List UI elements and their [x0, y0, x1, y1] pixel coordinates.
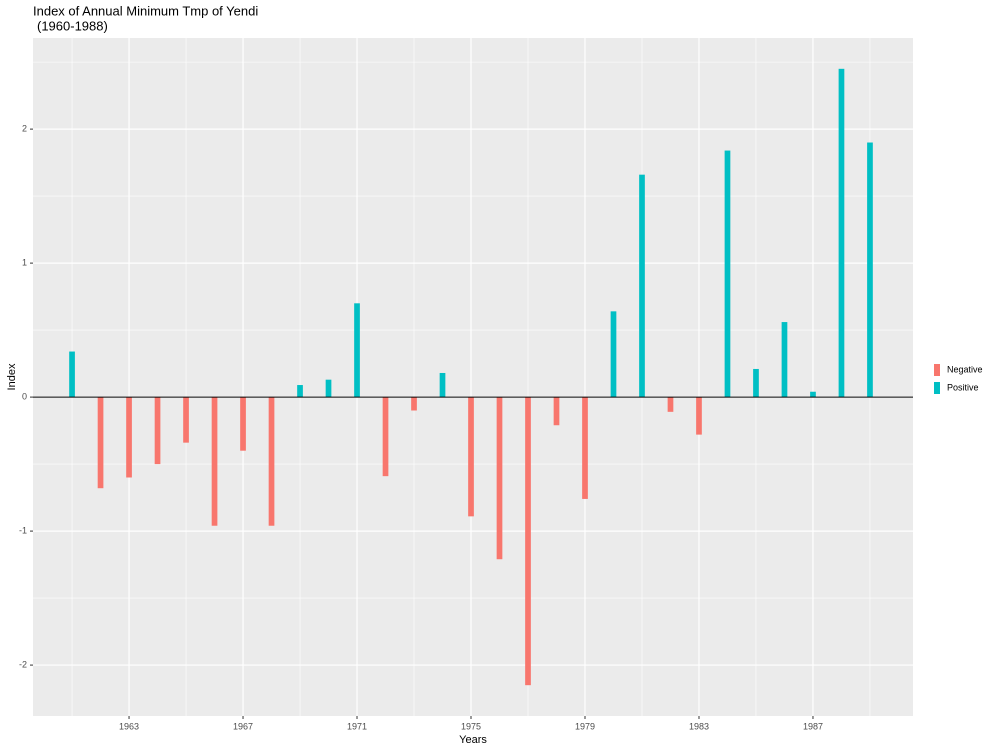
legend-label: Negative [947, 364, 983, 374]
y-tick-label: -1 [19, 525, 27, 535]
bar [639, 174, 645, 398]
bar [439, 372, 446, 398]
x-tick-label: 1987 [803, 721, 823, 731]
y-axis-title: Index [6, 363, 18, 390]
legend-label: Positive [947, 382, 979, 392]
y-tick-label: 1 [22, 257, 27, 267]
bar [154, 397, 161, 465]
bar [696, 397, 702, 435]
bar [525, 397, 531, 686]
x-tick-label: 1975 [461, 721, 481, 731]
bar [610, 311, 617, 398]
bar [382, 397, 389, 477]
x-tick-label: 1983 [689, 721, 709, 731]
bar [69, 351, 75, 398]
bar [753, 368, 759, 398]
y-tick-label: 0 [22, 391, 27, 401]
bar [496, 397, 503, 560]
bar [268, 397, 275, 526]
bar [553, 397, 560, 426]
bar [354, 303, 360, 398]
bar [582, 397, 588, 499]
bar [468, 397, 474, 517]
bar [97, 397, 104, 489]
bar [240, 397, 246, 451]
bar [781, 322, 788, 398]
chart-subtitle: (1960-1988) [37, 18, 108, 33]
chart-title: Index of Annual Minimum Tmp of Yendi [33, 3, 258, 18]
legend-key [934, 364, 940, 376]
bar [411, 397, 417, 411]
x-tick-label: 1967 [233, 721, 253, 731]
bar [183, 397, 189, 443]
legend-key [934, 382, 940, 394]
x-tick-label: 1979 [575, 721, 595, 731]
bar [325, 379, 332, 398]
bar [867, 142, 873, 398]
bar [838, 68, 845, 398]
x-axis-title: Years [459, 734, 487, 746]
panel [33, 38, 913, 716]
bar [724, 150, 731, 398]
bar [297, 385, 303, 398]
y-tick-label: -2 [19, 659, 27, 669]
x-tick-label: 1971 [347, 721, 367, 731]
bar [667, 397, 674, 412]
x-tick-label: 1963 [119, 721, 139, 731]
bar [810, 391, 816, 398]
y-tick-label: 2 [22, 123, 27, 133]
bar [211, 397, 218, 526]
bar [126, 397, 132, 478]
